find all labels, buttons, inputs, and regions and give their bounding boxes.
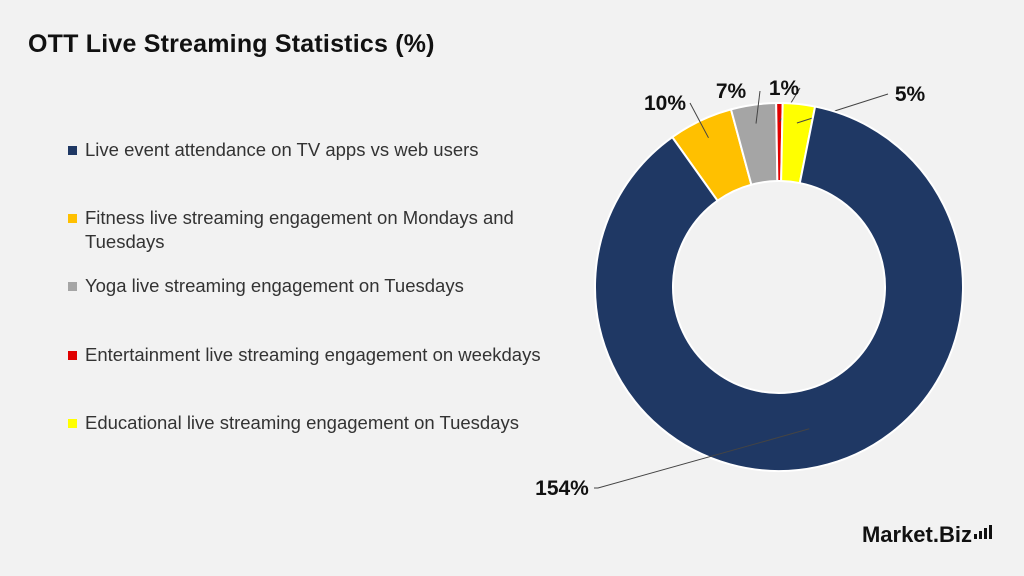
legend-swatch-entertainment	[68, 351, 77, 360]
leader-line-fitness	[689, 102, 709, 139]
legend-label-live-event: Live event attendance on TV apps vs web …	[85, 139, 479, 160]
legend-swatch-yoga	[68, 282, 77, 291]
legend-label-entertainment: Entertainment live streaming engagement …	[85, 344, 541, 365]
legend-item-entertainment: Entertainment live streaming engagement …	[68, 343, 558, 367]
data-label-yoga: 7%	[716, 80, 747, 103]
legend-swatch-fitness	[68, 214, 77, 223]
brand-logo-bars-icon	[974, 525, 992, 539]
leader-line-yoga	[755, 90, 761, 124]
data-label-live-event: 154%	[535, 477, 589, 500]
legend-swatch-educational	[68, 419, 77, 428]
brand-logo-text: Market.Biz	[861, 522, 972, 547]
chart-title: OTT Live Streaming Statistics (%)	[28, 30, 435, 58]
data-label-entertainment: 1%	[769, 77, 800, 100]
legend-label-fitness: Fitness live streaming engagement on Mon…	[85, 207, 514, 252]
data-label-educational: 5%	[895, 83, 926, 106]
slice-live-event	[594, 105, 964, 472]
legend-swatch-live-event	[68, 146, 77, 155]
legend-item-yoga: Yoga live streaming engagement on Tuesda…	[68, 274, 558, 298]
legend-item-live-event: Live event attendance on TV apps vs web …	[68, 138, 558, 162]
legend-label-educational: Educational live streaming engagement on…	[85, 412, 519, 433]
leader-line-live-event	[594, 428, 810, 489]
legend-label-yoga: Yoga live streaming engagement on Tuesda…	[85, 275, 464, 296]
legend-item-educational: Educational live streaming engagement on…	[68, 411, 558, 435]
data-label-fitness: 10%	[644, 92, 686, 115]
brand-logo: Market.Biz	[862, 522, 992, 548]
legend-item-fitness: Fitness live streaming engagement on Mon…	[68, 206, 558, 254]
